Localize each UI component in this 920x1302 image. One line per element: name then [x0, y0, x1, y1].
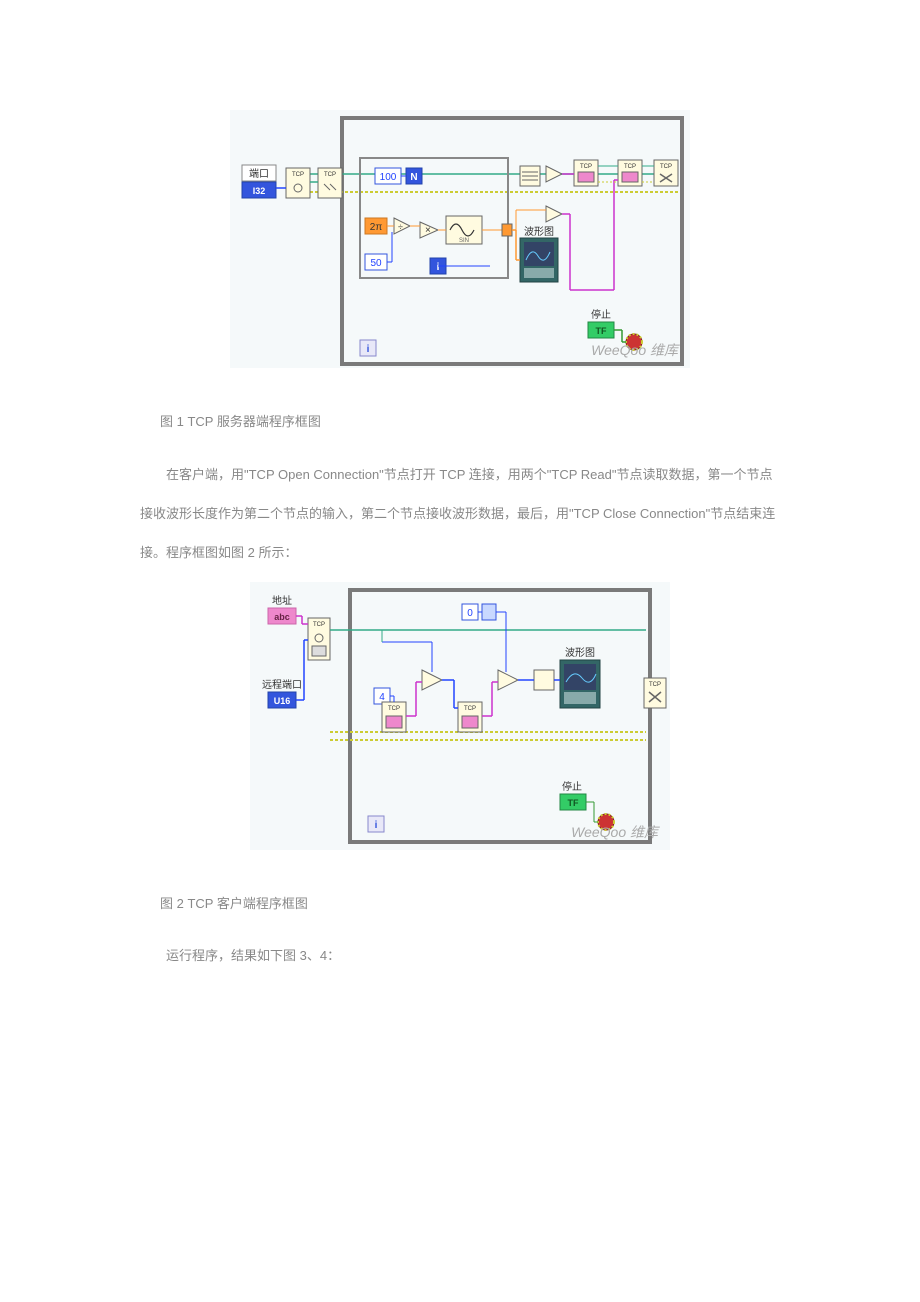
svg-text:TCP: TCP — [292, 172, 304, 178]
watermark-text: WeeQoo 维库 — [571, 822, 658, 842]
svg-text:远程端口: 远程端口 — [262, 678, 302, 691]
svg-text:地址: 地址 — [272, 594, 292, 607]
figure-2-container: 地址 abc 远程端口 U16 TCP — [140, 582, 780, 850]
tcp-server-diagram: 端口 I32 TCP TCP 100 — [230, 110, 690, 368]
svg-text:TCP: TCP — [313, 622, 325, 628]
svg-text:TCP: TCP — [464, 706, 476, 712]
svg-text:U16: U16 — [274, 696, 291, 706]
svg-text:4: 4 — [379, 692, 385, 703]
svg-text:TCP: TCP — [624, 164, 636, 170]
svg-text:SIN: SIN — [459, 238, 469, 244]
tcp-client-diagram: 地址 abc 远程端口 U16 TCP — [250, 582, 670, 850]
svg-text:N: N — [410, 172, 417, 183]
figure-2-caption: 图 2 TCP 客户端程序框图 — [160, 890, 780, 919]
svg-text:0: 0 — [467, 608, 473, 619]
svg-text:i: i — [367, 344, 370, 355]
svg-text:TF: TF — [596, 326, 607, 336]
port-label: 端口 — [249, 167, 269, 180]
document-content: 端口 I32 TCP TCP 100 — [0, 0, 920, 1045]
svg-text:÷: ÷ — [398, 222, 403, 232]
svg-text:i: i — [375, 820, 378, 831]
svg-text:abc: abc — [274, 612, 290, 622]
svg-text:2π: 2π — [370, 222, 383, 233]
svg-text:TCP: TCP — [649, 682, 661, 688]
paragraph-1: 在客户端，用"TCP Open Connection"节点打开 TCP 连接，用… — [140, 455, 780, 572]
svg-text:波形图: 波形图 — [524, 225, 554, 238]
svg-text:停止: 停止 — [562, 780, 582, 793]
svg-text:TCP: TCP — [388, 706, 400, 712]
figure-1-caption: 图 1 TCP 服务器端程序框图 — [160, 408, 780, 437]
svg-text:100: 100 — [380, 172, 397, 183]
svg-text:TF: TF — [568, 798, 579, 808]
svg-text:波形图: 波形图 — [565, 646, 595, 659]
paragraph-2: 运行程序，结果如下图 3、4： — [140, 936, 780, 975]
svg-text:I32: I32 — [253, 186, 266, 196]
svg-text:i: i — [437, 262, 440, 273]
svg-text:50: 50 — [370, 258, 382, 269]
watermark-text: WeeQoo 维库 — [591, 340, 678, 360]
svg-text:TCP: TCP — [660, 164, 672, 170]
svg-text:停止: 停止 — [591, 308, 611, 321]
svg-text:TCP: TCP — [580, 164, 592, 170]
svg-text:TCP: TCP — [324, 172, 336, 178]
svg-text:×: × — [425, 225, 431, 236]
figure-1-container: 端口 I32 TCP TCP 100 — [140, 110, 780, 368]
